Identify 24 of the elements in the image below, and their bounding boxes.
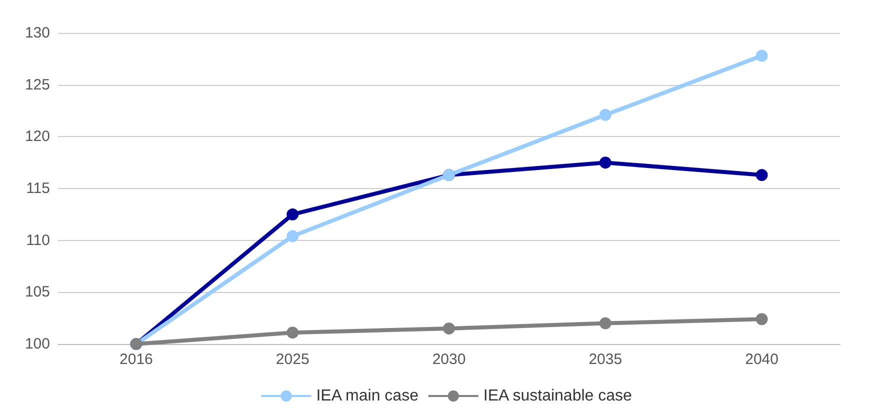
point [286,230,299,242]
x-tick-label: 2035 [588,351,622,368]
y-tick-label: 110 [26,232,50,249]
point [443,322,455,334]
point [756,313,768,326]
x-tick-label: 2016 [120,351,153,368]
legend-label: IEA sustainable case [483,388,632,404]
legend-label: IEA main case [316,388,419,404]
y-tick-label: 130 [24,24,50,42]
y-tick-label: 100 [24,336,50,352]
y-tick-label: 115 [26,180,50,197]
point [756,50,768,62]
x-tick-label: 2040 [745,351,778,368]
y-tick-label: 120 [24,128,50,146]
x-tick-label: 2025 [276,351,310,368]
point [286,208,299,220]
y-tick-label: 105 [24,284,50,301]
point [286,326,299,339]
point [599,317,612,330]
x-tick-label: 2030 [432,351,466,368]
point [599,156,612,169]
y-tick-label: 125 [24,76,50,94]
point [599,108,612,121]
point [756,169,768,182]
